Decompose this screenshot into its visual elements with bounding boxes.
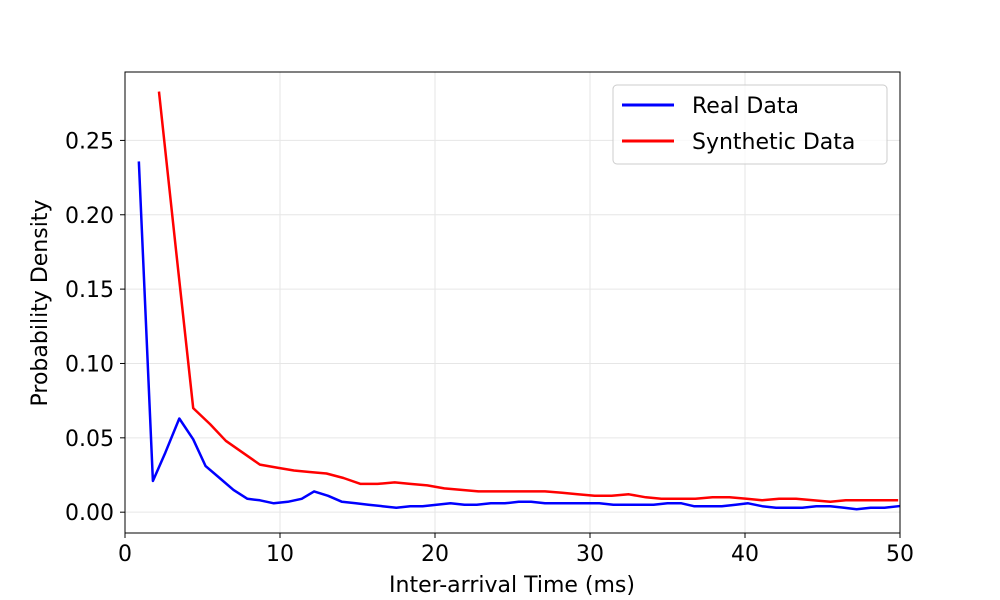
legend-box [612,84,888,165]
legend-label-real-data: Real Data [692,94,799,119]
x-tick-label: 50 [886,542,914,567]
x-tick-label: 40 [731,542,759,567]
series-line-real-data [137,161,900,511]
x-tick-label: 20 [421,542,449,567]
plot-frame [124,71,901,534]
x-tick-label: 30 [576,542,604,567]
y-tick-label: 0.15 [65,278,114,303]
grid [124,72,901,533]
y-tick-label: 0.25 [65,129,114,154]
y-tick-label: 0.10 [65,352,114,377]
x-axis-ticks: 0 10 20 30 40 50 [118,533,914,567]
legend-label-synthetic-data: Synthetic Data [692,130,855,155]
y-axis-label: Probability Density [28,200,53,407]
legend: Real Data Synthetic Data [612,84,888,165]
x-tick-label: 0 [118,542,132,567]
plot-lines [137,91,900,511]
y-axis-ticks: 0.00 0.05 0.10 0.15 0.20 0.25 [65,129,125,526]
x-tick-label: 10 [266,542,294,567]
x-axis-label: Inter-arrival Time (ms) [389,573,635,598]
y-tick-label: 0.05 [65,427,114,452]
y-tick-label: 0.00 [65,501,114,526]
y-tick-label: 0.20 [65,204,114,229]
series-line-synthetic-data [157,91,899,504]
